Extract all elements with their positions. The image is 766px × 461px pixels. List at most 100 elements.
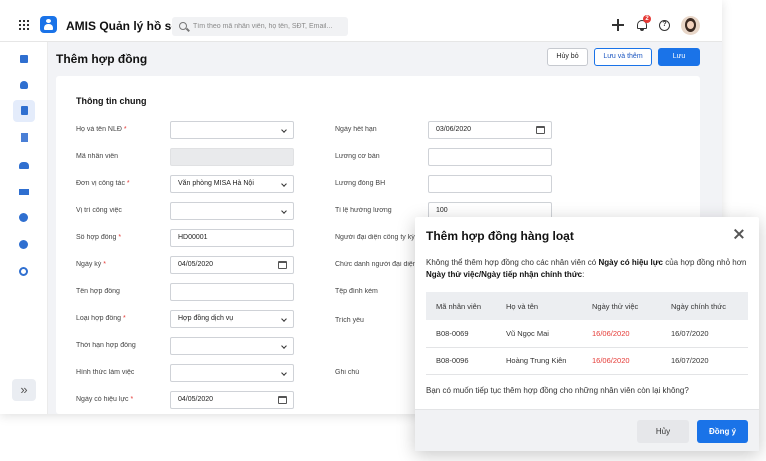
expiry-date-input[interactable]: 03/06/2020 — [428, 121, 552, 139]
effective-date-input[interactable]: 04/05/2020 — [170, 391, 294, 409]
user-icon — [20, 81, 28, 89]
salary-rate-label: Tỉ lệ hưởng lương — [335, 207, 392, 214]
employee-code-field — [170, 148, 294, 166]
contract-name-input[interactable] — [170, 283, 294, 301]
document-icon — [21, 106, 28, 115]
sign-date-label: Ngày ký * — [76, 261, 106, 268]
official-date-cell: 16/07/2020 — [661, 320, 748, 348]
dialog-cancel-button[interactable]: Hủy — [637, 420, 689, 443]
summary-label: Trích yếu — [335, 317, 364, 324]
column-header-probation-date: Ngày thử việc — [582, 292, 661, 320]
probation-date-cell: 16/06/2020 — [582, 347, 661, 375]
info-icon — [19, 213, 28, 222]
representative-title-label: Chức danh người đại diện — [335, 261, 417, 268]
top-bar: AMIS Quản lý hồ sơ 2 ? — [0, 0, 722, 42]
table-row: B08-0096 Hoàng Trung Kiên 16/06/2020 16/… — [426, 347, 748, 375]
table-header-row: Mã nhân viên Họ và tên Ngày thử việc Ngà… — [426, 292, 748, 320]
base-salary-input[interactable] — [428, 148, 552, 166]
attachment-label: Tệp đính kèm — [335, 288, 378, 295]
clipboard-icon — [21, 133, 28, 142]
official-date-cell: 16/07/2020 — [661, 347, 748, 375]
search-box[interactable] — [172, 17, 348, 36]
insurance-salary-label: Lương đóng BH — [335, 180, 386, 187]
save-and-add-button[interactable]: Lưu và thêm — [594, 48, 652, 66]
page-title: Thêm hợp đồng — [56, 52, 148, 66]
contract-term-label: Thời hạn hợp đồng — [76, 342, 136, 349]
work-unit-select[interactable]: Văn phòng MISA Hà Nội — [170, 175, 294, 193]
full-name-cell: Vũ Ngọc Mai — [496, 320, 582, 348]
gear-icon — [19, 267, 28, 276]
employee-code-cell: B08-0069 — [426, 320, 496, 348]
group-icon — [19, 162, 29, 169]
full-name-cell: Hoàng Trung Kiên — [496, 347, 582, 375]
close-icon[interactable] — [733, 228, 745, 240]
contract-term-select[interactable] — [170, 337, 294, 355]
column-header-official-date: Ngày chính thức — [661, 292, 748, 320]
sidebar-item-records[interactable] — [13, 127, 35, 149]
note-label: Ghi chú — [335, 369, 360, 376]
employee-code-cell: B08-0096 — [426, 347, 496, 375]
column-header-full-name: Họ và tên — [496, 292, 582, 320]
chevron-down-icon — [281, 343, 287, 349]
employee-name-select[interactable] — [170, 121, 294, 139]
employee-name-label: Họ và tên NLĐ * — [76, 126, 127, 133]
dialog-footer: Hủy Đồng ý — [415, 409, 759, 451]
dialog-message: Không thể thêm hợp đồng cho các nhân viê… — [426, 258, 747, 279]
sidebar-item-settings[interactable] — [13, 261, 35, 283]
table-row: B08-0069 Vũ Ngọc Mai 16/06/2020 16/07/20… — [426, 320, 748, 348]
chevron-down-icon — [281, 316, 287, 322]
probation-date-cell: 16/06/2020 — [582, 320, 661, 348]
chart-icon — [19, 240, 28, 249]
column-header-employee-code: Mã nhân viên — [426, 292, 496, 320]
contract-type-label: Loại hợp đồng * — [76, 315, 126, 322]
search-icon — [179, 22, 187, 30]
cancel-button[interactable]: Hủy bỏ — [547, 48, 588, 66]
job-position-select[interactable] — [170, 202, 294, 220]
contract-name-label: Tên hợp đồng — [76, 288, 120, 295]
work-unit-label: Đơn vị công tác * — [76, 180, 130, 187]
dialog-confirm-button[interactable]: Đồng ý — [697, 420, 748, 443]
calendar-icon[interactable] — [536, 126, 545, 134]
chevron-down-icon — [281, 370, 287, 376]
company-representative-label: Người đại diện công ty ký — [335, 234, 415, 241]
sidebar-item-report[interactable] — [13, 234, 35, 256]
help-icon[interactable]: ? — [659, 20, 670, 31]
sidebar-collapse-button[interactable]: » — [12, 379, 36, 401]
job-position-label: Vị trí công việc — [76, 207, 122, 214]
chevron-down-icon — [281, 208, 287, 214]
sidebar-item-employee[interactable] — [13, 74, 35, 96]
plus-icon[interactable] — [612, 19, 624, 31]
bell-icon[interactable] — [636, 19, 648, 31]
section-title: Thông tin chung — [76, 96, 147, 106]
sidebar-item-contract[interactable] — [13, 100, 35, 122]
work-form-select[interactable] — [170, 364, 294, 382]
app-grid-icon[interactable] — [19, 20, 29, 30]
insurance-salary-input[interactable] — [428, 175, 552, 193]
avatar[interactable] — [681, 16, 700, 35]
batch-contract-dialog: Thêm hợp đồng hàng loạt Không thể thêm h… — [415, 217, 759, 451]
search-input[interactable] — [193, 17, 343, 36]
sidebar-item-group[interactable] — [13, 154, 35, 176]
app-title: AMIS Quản lý hồ sơ — [66, 19, 180, 33]
notification-badge: 2 — [643, 15, 651, 23]
chevron-down-icon — [281, 181, 287, 187]
dialog-title: Thêm hợp đồng hàng loạt — [426, 229, 574, 243]
org-icon — [19, 189, 29, 195]
base-salary-label: Lương cơ bản — [335, 153, 380, 160]
effective-date-label: Ngày có hiệu lực * — [76, 396, 134, 403]
chevron-down-icon — [281, 127, 287, 133]
sidebar-item-info[interactable] — [13, 207, 35, 229]
work-form-label: Hình thức làm việc — [76, 369, 135, 376]
calendar-icon[interactable] — [278, 261, 287, 269]
save-button[interactable]: Lưu — [658, 48, 700, 66]
sidebar-item-home[interactable] — [13, 48, 35, 70]
sign-date-input[interactable]: 04/05/2020 — [170, 256, 294, 274]
contract-number-input[interactable]: HD00001 — [170, 229, 294, 247]
amis-logo-icon — [40, 16, 57, 33]
home-icon — [20, 55, 28, 63]
expiry-date-label: Ngày hết hạn — [335, 126, 377, 133]
contract-type-select[interactable]: Hợp đồng dịch vụ — [170, 310, 294, 328]
sidebar-item-organization[interactable] — [13, 181, 35, 203]
calendar-icon[interactable] — [278, 396, 287, 404]
employee-code-label: Mã nhân viên — [76, 153, 119, 160]
